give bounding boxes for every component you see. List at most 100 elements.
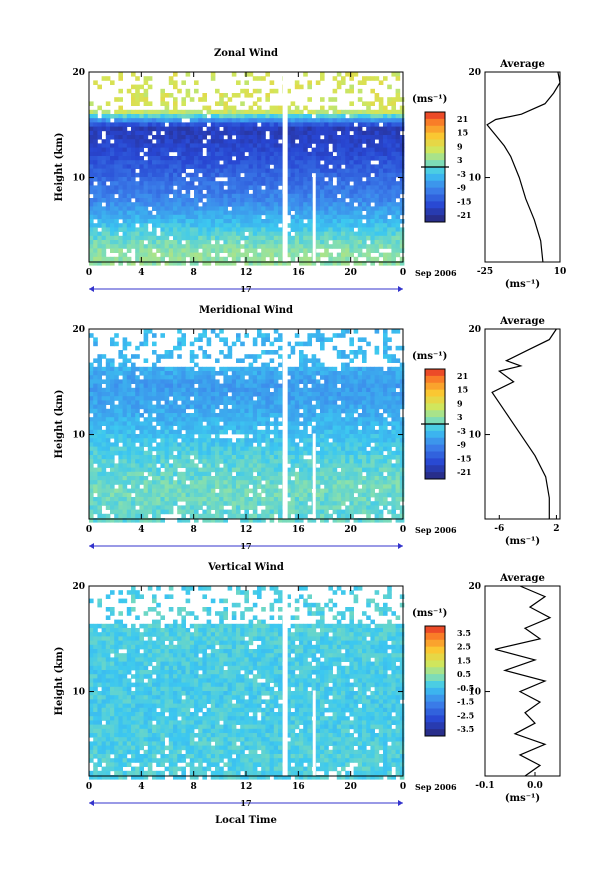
heatmap-cell (362, 463, 367, 468)
heatmap-cell (122, 164, 128, 169)
heatmap-cell (286, 446, 291, 452)
heatmap-cell (349, 206, 354, 211)
heatmap-cell (131, 467, 136, 473)
heatmap-cell (97, 248, 102, 253)
heatmap-cell (93, 366, 98, 372)
heatmap-cell (273, 408, 279, 414)
heatmap-cell (395, 97, 401, 102)
heatmap-cell (307, 240, 312, 245)
heatmap-cell (320, 396, 325, 401)
heatmap-cell (194, 189, 199, 195)
heatmap-cell (366, 168, 371, 174)
heatmap-cell (307, 248, 312, 253)
heatmap-cell (114, 235, 119, 241)
heatmap-cell (114, 206, 119, 211)
heatmap-cell (139, 84, 144, 90)
heatmap-cell (219, 219, 224, 224)
heatmap-cell (341, 261, 346, 266)
heatmap-cell (152, 476, 157, 481)
heatmap-cell (227, 476, 233, 481)
heatmap-cell (143, 371, 149, 376)
heatmap-cell (93, 80, 98, 85)
heatmap-cell (93, 450, 98, 456)
heatmap-cell (89, 151, 94, 157)
heatmap-cell (101, 354, 107, 359)
heatmap-cell (370, 206, 375, 211)
heatmap-cell (147, 84, 153, 90)
heatmap-cell (324, 219, 329, 224)
heatmap-cell (248, 172, 254, 178)
heatmap-cell (320, 126, 325, 132)
heatmap-cell (189, 350, 195, 355)
heatmap-cell (324, 366, 329, 372)
heatmap-cell (240, 223, 245, 228)
heatmap-cell (240, 392, 245, 397)
heatmap-cell (320, 362, 325, 368)
heatmap-cell (374, 198, 380, 203)
heatmap-cell (185, 130, 191, 136)
heatmap-cell (219, 156, 224, 161)
heatmap-cell (110, 130, 115, 136)
heatmap-cell (177, 404, 182, 410)
heatmap-cell (231, 244, 237, 249)
heatmap-cell (332, 143, 338, 148)
heatmap-cell (362, 130, 367, 136)
heatmap-cell (265, 408, 270, 414)
heatmap-cell (299, 147, 304, 153)
heatmap-cell (332, 366, 338, 372)
heatmap-cell (357, 172, 363, 178)
heatmap-cell (383, 219, 388, 224)
heatmap-cell (143, 210, 149, 216)
heatmap-cell (366, 341, 371, 347)
heatmap-cell (114, 379, 119, 384)
heatmap-cell (324, 231, 329, 237)
heatmap-cell (387, 387, 392, 393)
heatmap-cell (177, 88, 182, 94)
heatmap-cell (101, 193, 107, 199)
heatmap-cell (181, 151, 186, 157)
heatmap-cell (261, 366, 266, 372)
heatmap-cell (248, 413, 254, 418)
heatmap-cell (89, 189, 94, 195)
heatmap-cell (223, 118, 228, 123)
heatmap-cell (286, 177, 291, 182)
heatmap-cell (143, 109, 149, 115)
heatmap-cell (349, 450, 354, 456)
heatmap-cell (194, 450, 199, 456)
data-gap (312, 176, 316, 262)
heatmap-cell (173, 244, 178, 249)
heatmap-cell (303, 459, 308, 464)
heatmap-cell (114, 438, 119, 443)
heatmap-cell (143, 93, 149, 98)
heatmap-cell (374, 130, 380, 136)
heatmap-cell (370, 147, 375, 153)
heatmap-cell (156, 442, 161, 447)
heatmap-cell (231, 172, 237, 178)
heatmap-cell (332, 168, 338, 174)
heatmap-cell (89, 210, 94, 216)
heatmap-cell (303, 231, 308, 237)
heatmap-cell (198, 122, 203, 127)
heatmap-cell (391, 101, 396, 106)
heatmap-cell (315, 442, 321, 447)
heatmap-cell (202, 463, 207, 468)
heatmap-cell (324, 151, 329, 157)
heatmap-cell (345, 450, 350, 456)
heatmap-cell (139, 341, 144, 347)
heatmap-cell (261, 396, 266, 401)
heatmap-cell (160, 408, 165, 414)
heatmap-cell (269, 143, 275, 148)
heatmap-cell (387, 375, 392, 380)
heatmap-cell (118, 206, 123, 211)
heatmap-cell (97, 429, 102, 435)
heatmap-cell (320, 193, 325, 199)
heatmap-cell (114, 408, 119, 414)
heatmap-cell (294, 219, 300, 224)
heatmap-cell (252, 337, 258, 342)
heatmap-cell (236, 219, 241, 224)
heatmap-cell (391, 219, 396, 224)
heatmap-cell (324, 252, 329, 258)
heatmap-cell (345, 177, 350, 182)
heatmap-cell (374, 459, 380, 464)
heatmap-cell (240, 189, 245, 195)
